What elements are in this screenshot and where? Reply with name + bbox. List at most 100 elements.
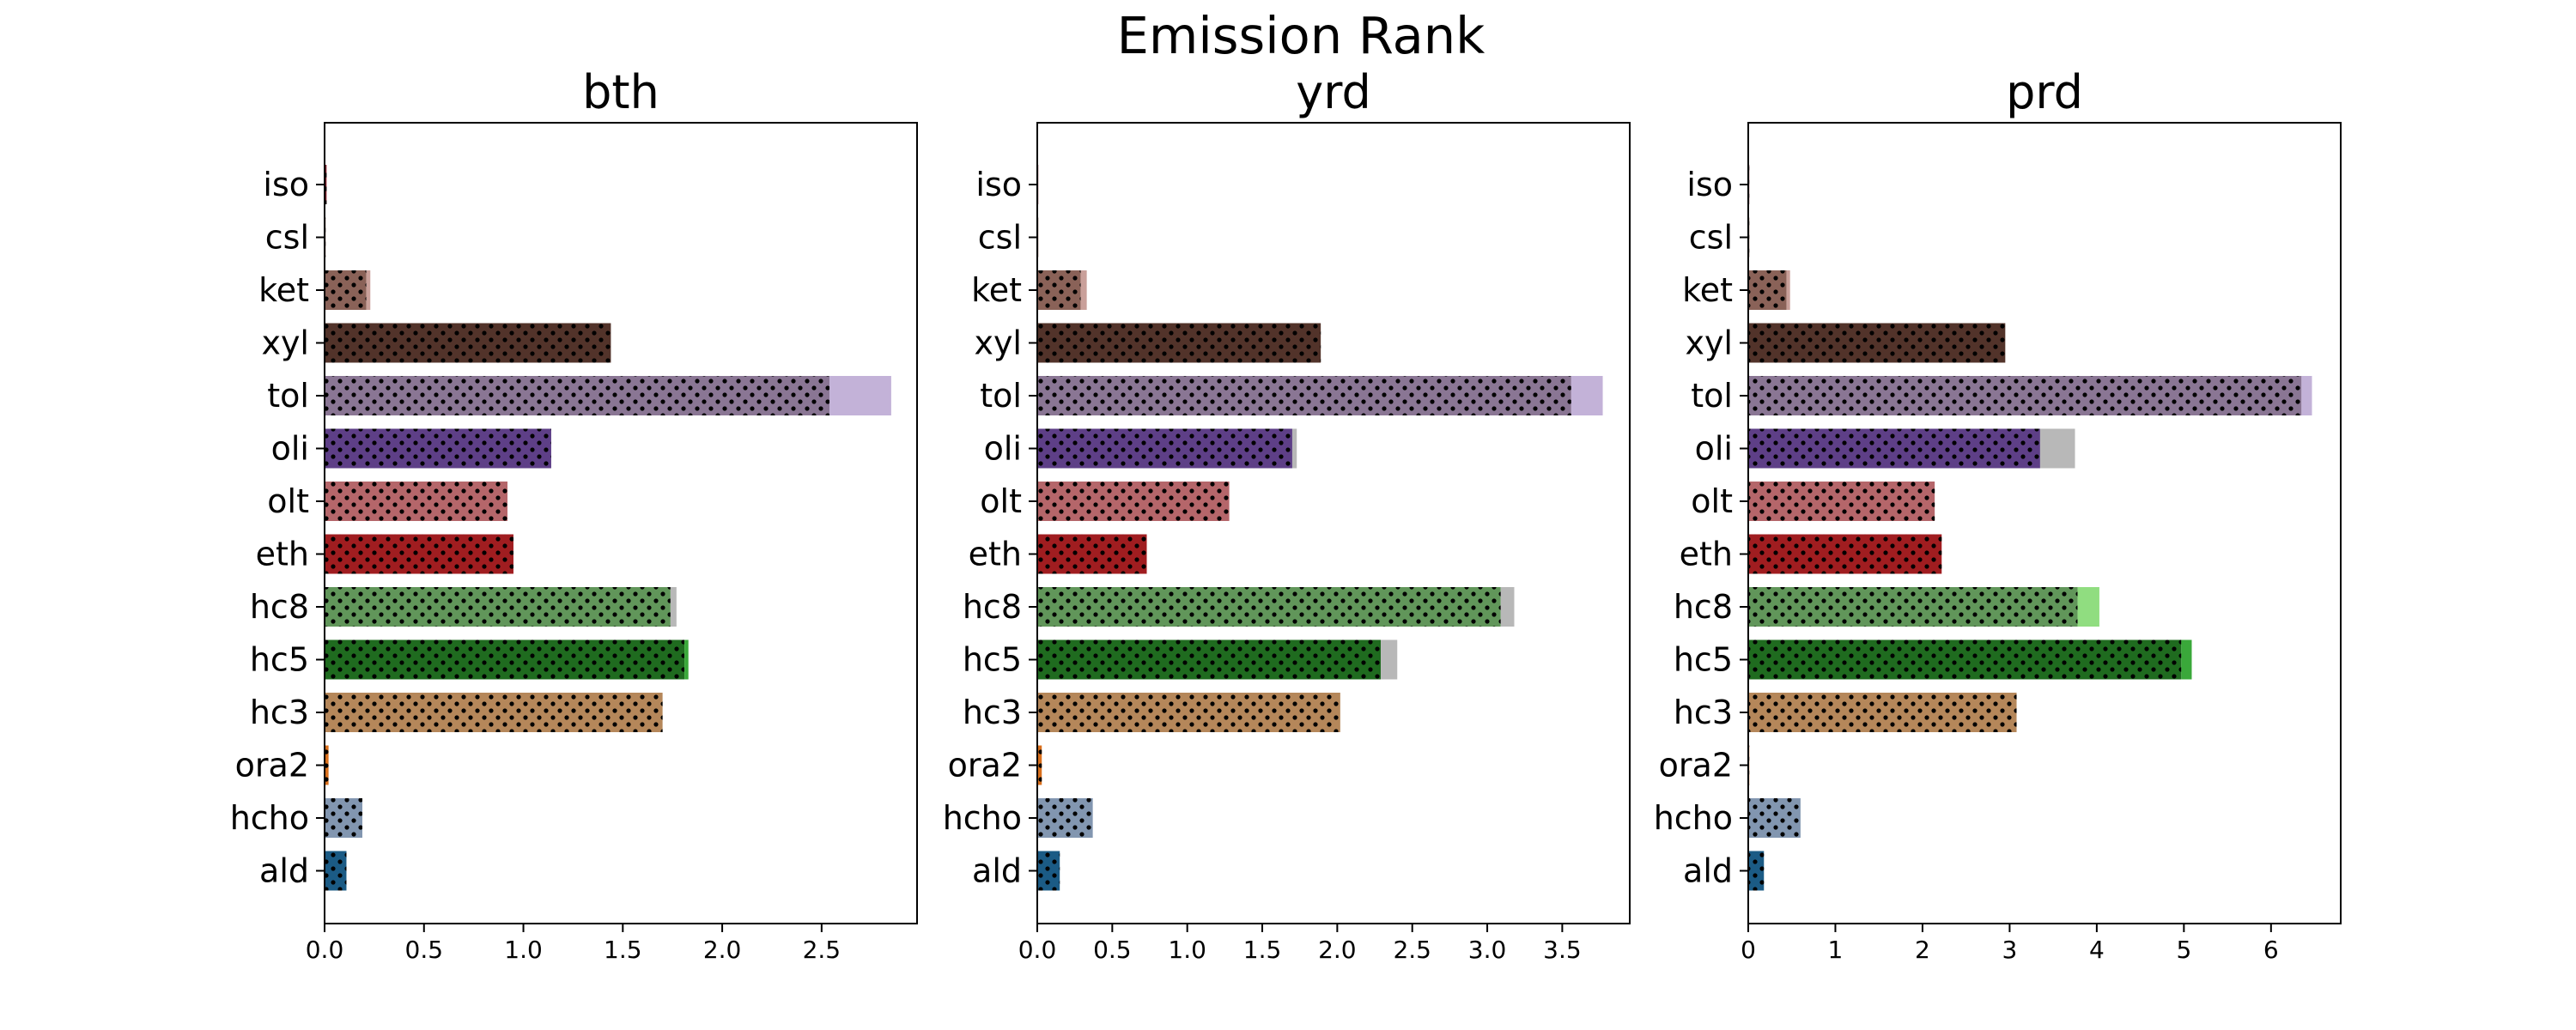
bar-bth-ket-s1 [366, 270, 371, 310]
x-tick-label: 2.0 [1318, 936, 1357, 964]
y-tick-label-olt: olt [1691, 482, 1733, 520]
bar-hatch-prd-hc3 [1748, 693, 2017, 732]
x-tick-label: 0 [1741, 936, 1756, 964]
bar-bth-hc5-s1 [684, 639, 689, 680]
panel-title: prd [2006, 65, 2083, 119]
y-tick-label-hc5: hc5 [963, 641, 1022, 679]
x-tick-label: 1.5 [1243, 936, 1282, 964]
bar-hatch-prd-hc8 [1748, 587, 2078, 627]
y-tick-label-hc8: hc8 [1674, 588, 1733, 626]
y-tick-label-hc3: hc3 [250, 694, 309, 731]
y-tick-label-iso: iso [1686, 166, 1733, 203]
y-tick-label-ora2: ora2 [1659, 747, 1733, 785]
bar-prd-hc8-s1 [2077, 587, 2099, 627]
bar-hatch-prd-eth [1748, 534, 1942, 574]
x-tick-label: 6 [2263, 936, 2279, 964]
bar-hatch-yrd-ket [1037, 270, 1081, 310]
axes-frame [1036, 122, 1631, 924]
bar-prd-oli-s1 [2039, 428, 2075, 469]
bar-hatch-bth-ora2 [325, 745, 329, 785]
bar-hatch-yrd-hcho [1037, 798, 1093, 838]
x-tick-label: 2.5 [1393, 936, 1431, 964]
y-tick-label-hc3: hc3 [1674, 694, 1733, 731]
panel-title: yrd [1296, 65, 1371, 119]
bar-hatch-bth-oli [325, 428, 551, 469]
y-tick-label-ald: ald [259, 852, 309, 890]
y-tick-label-olt: olt [980, 482, 1022, 520]
y-tick-label-xyl: xyl [1685, 324, 1733, 362]
x-tick-label: 3.0 [1468, 936, 1507, 964]
bar-hatch-bth-hc5 [325, 639, 685, 680]
y-tick-label-hcho: hcho [943, 799, 1022, 837]
x-tick-label: 5 [2176, 936, 2191, 964]
bar-hatch-yrd-hc3 [1037, 693, 1340, 732]
bar-hatch-bth-hc8 [325, 587, 671, 627]
y-tick-label-tol: tol [1691, 377, 1733, 415]
bar-hatch-prd-ket [1748, 270, 1787, 310]
y-tick-label-hc5: hc5 [1674, 641, 1733, 679]
bar-hatch-prd-oli [1748, 428, 2040, 469]
y-tick-label-hc8: hc8 [250, 588, 309, 626]
y-tick-label-csl: csl [265, 219, 309, 257]
x-tick-label: 2.0 [703, 936, 742, 964]
y-tick-label-ald: ald [972, 852, 1022, 890]
bar-hatch-bth-ald [325, 851, 347, 891]
bar-hatch-prd-hc5 [1748, 639, 2182, 680]
bar-hatch-yrd-hc5 [1037, 639, 1382, 680]
panel-title: bth [582, 65, 659, 119]
y-tick-label-olt: olt [267, 482, 309, 520]
y-tick-label-ald: ald [1683, 852, 1733, 890]
bar-hatch-prd-xyl [1748, 323, 2006, 363]
figure-title: Emission Rank [1117, 6, 1485, 65]
axes-frame [324, 122, 918, 924]
y-tick-label-ket: ket [258, 271, 309, 309]
y-tick-label-xyl: xyl [261, 324, 309, 362]
bar-yrd-hc8-s1 [1500, 587, 1515, 627]
x-tick-label: 1.0 [504, 936, 543, 964]
x-tick-label: 1.0 [1168, 936, 1206, 964]
x-tick-label: 4 [2089, 936, 2105, 964]
panel-prd: prd iso csl ket xyl tol oli olt eth hc8 hc5 hc3 ora2… [1654, 65, 2342, 964]
bar-hatch-prd-tol [1748, 376, 2302, 415]
x-tick-label: 3.5 [1543, 936, 1582, 964]
y-tick-label-iso: iso [975, 166, 1022, 203]
x-tick-label: 0.0 [1018, 936, 1057, 964]
y-tick-label-oli: oli [271, 430, 309, 468]
chart-panels: bth iso csl ket xyl tol oli olt eth hc8 hc5 hc3 ora2… [230, 65, 2342, 964]
y-tick-label-hc3: hc3 [963, 694, 1022, 731]
x-tick-label: 3 [2002, 936, 2017, 964]
bar-hatch-bth-xyl [325, 323, 611, 363]
bar-hatch-bth-iso [325, 165, 327, 204]
x-tick-label: 0.5 [405, 936, 444, 964]
y-tick-label-hc5: hc5 [250, 641, 309, 679]
bar-hatch-yrd-ald [1037, 851, 1060, 891]
bar-hatch-yrd-olt [1037, 482, 1230, 521]
y-tick-label-eth: eth [969, 536, 1022, 573]
bar-hatch-yrd-eth [1037, 534, 1147, 574]
bar-yrd-tol-s1 [1571, 376, 1603, 415]
bar-bth-hc8-s1 [670, 587, 677, 627]
bar-hatch-yrd-oli [1037, 428, 1292, 469]
y-tick-label-hc8: hc8 [963, 588, 1022, 626]
bar-yrd-oli-s1 [1291, 428, 1297, 469]
y-tick-label-oli: oli [984, 430, 1022, 468]
y-tick-label-hcho: hcho [1654, 799, 1733, 837]
x-tick-label: 1 [1828, 936, 1844, 964]
bar-prd-hc5-s1 [2181, 639, 2192, 680]
bar-yrd-hc5-s1 [1381, 639, 1398, 680]
bar-hatch-bth-hcho [325, 798, 362, 838]
bar-yrd-ket-s1 [1080, 270, 1087, 310]
bar-hatch-prd-hcho [1748, 798, 1801, 838]
bar-hatch-bth-olt [325, 482, 508, 521]
y-tick-label-ket: ket [971, 271, 1022, 309]
y-tick-label-eth: eth [256, 536, 309, 573]
bar-hatch-yrd-xyl [1037, 323, 1321, 363]
y-tick-label-hcho: hcho [230, 799, 309, 837]
bar-hatch-yrd-hc8 [1037, 587, 1501, 627]
y-tick-label-ket: ket [1682, 271, 1733, 309]
bar-hatch-yrd-tol [1037, 376, 1571, 415]
panel-yrd: yrd iso csl ket xyl tol oli olt eth hc8 hc5 hc3 ora2… [943, 65, 1631, 964]
y-tick-label-eth: eth [1680, 536, 1733, 573]
y-tick-label-csl: csl [1689, 219, 1733, 257]
bar-prd-ket-s1 [1786, 270, 1790, 310]
